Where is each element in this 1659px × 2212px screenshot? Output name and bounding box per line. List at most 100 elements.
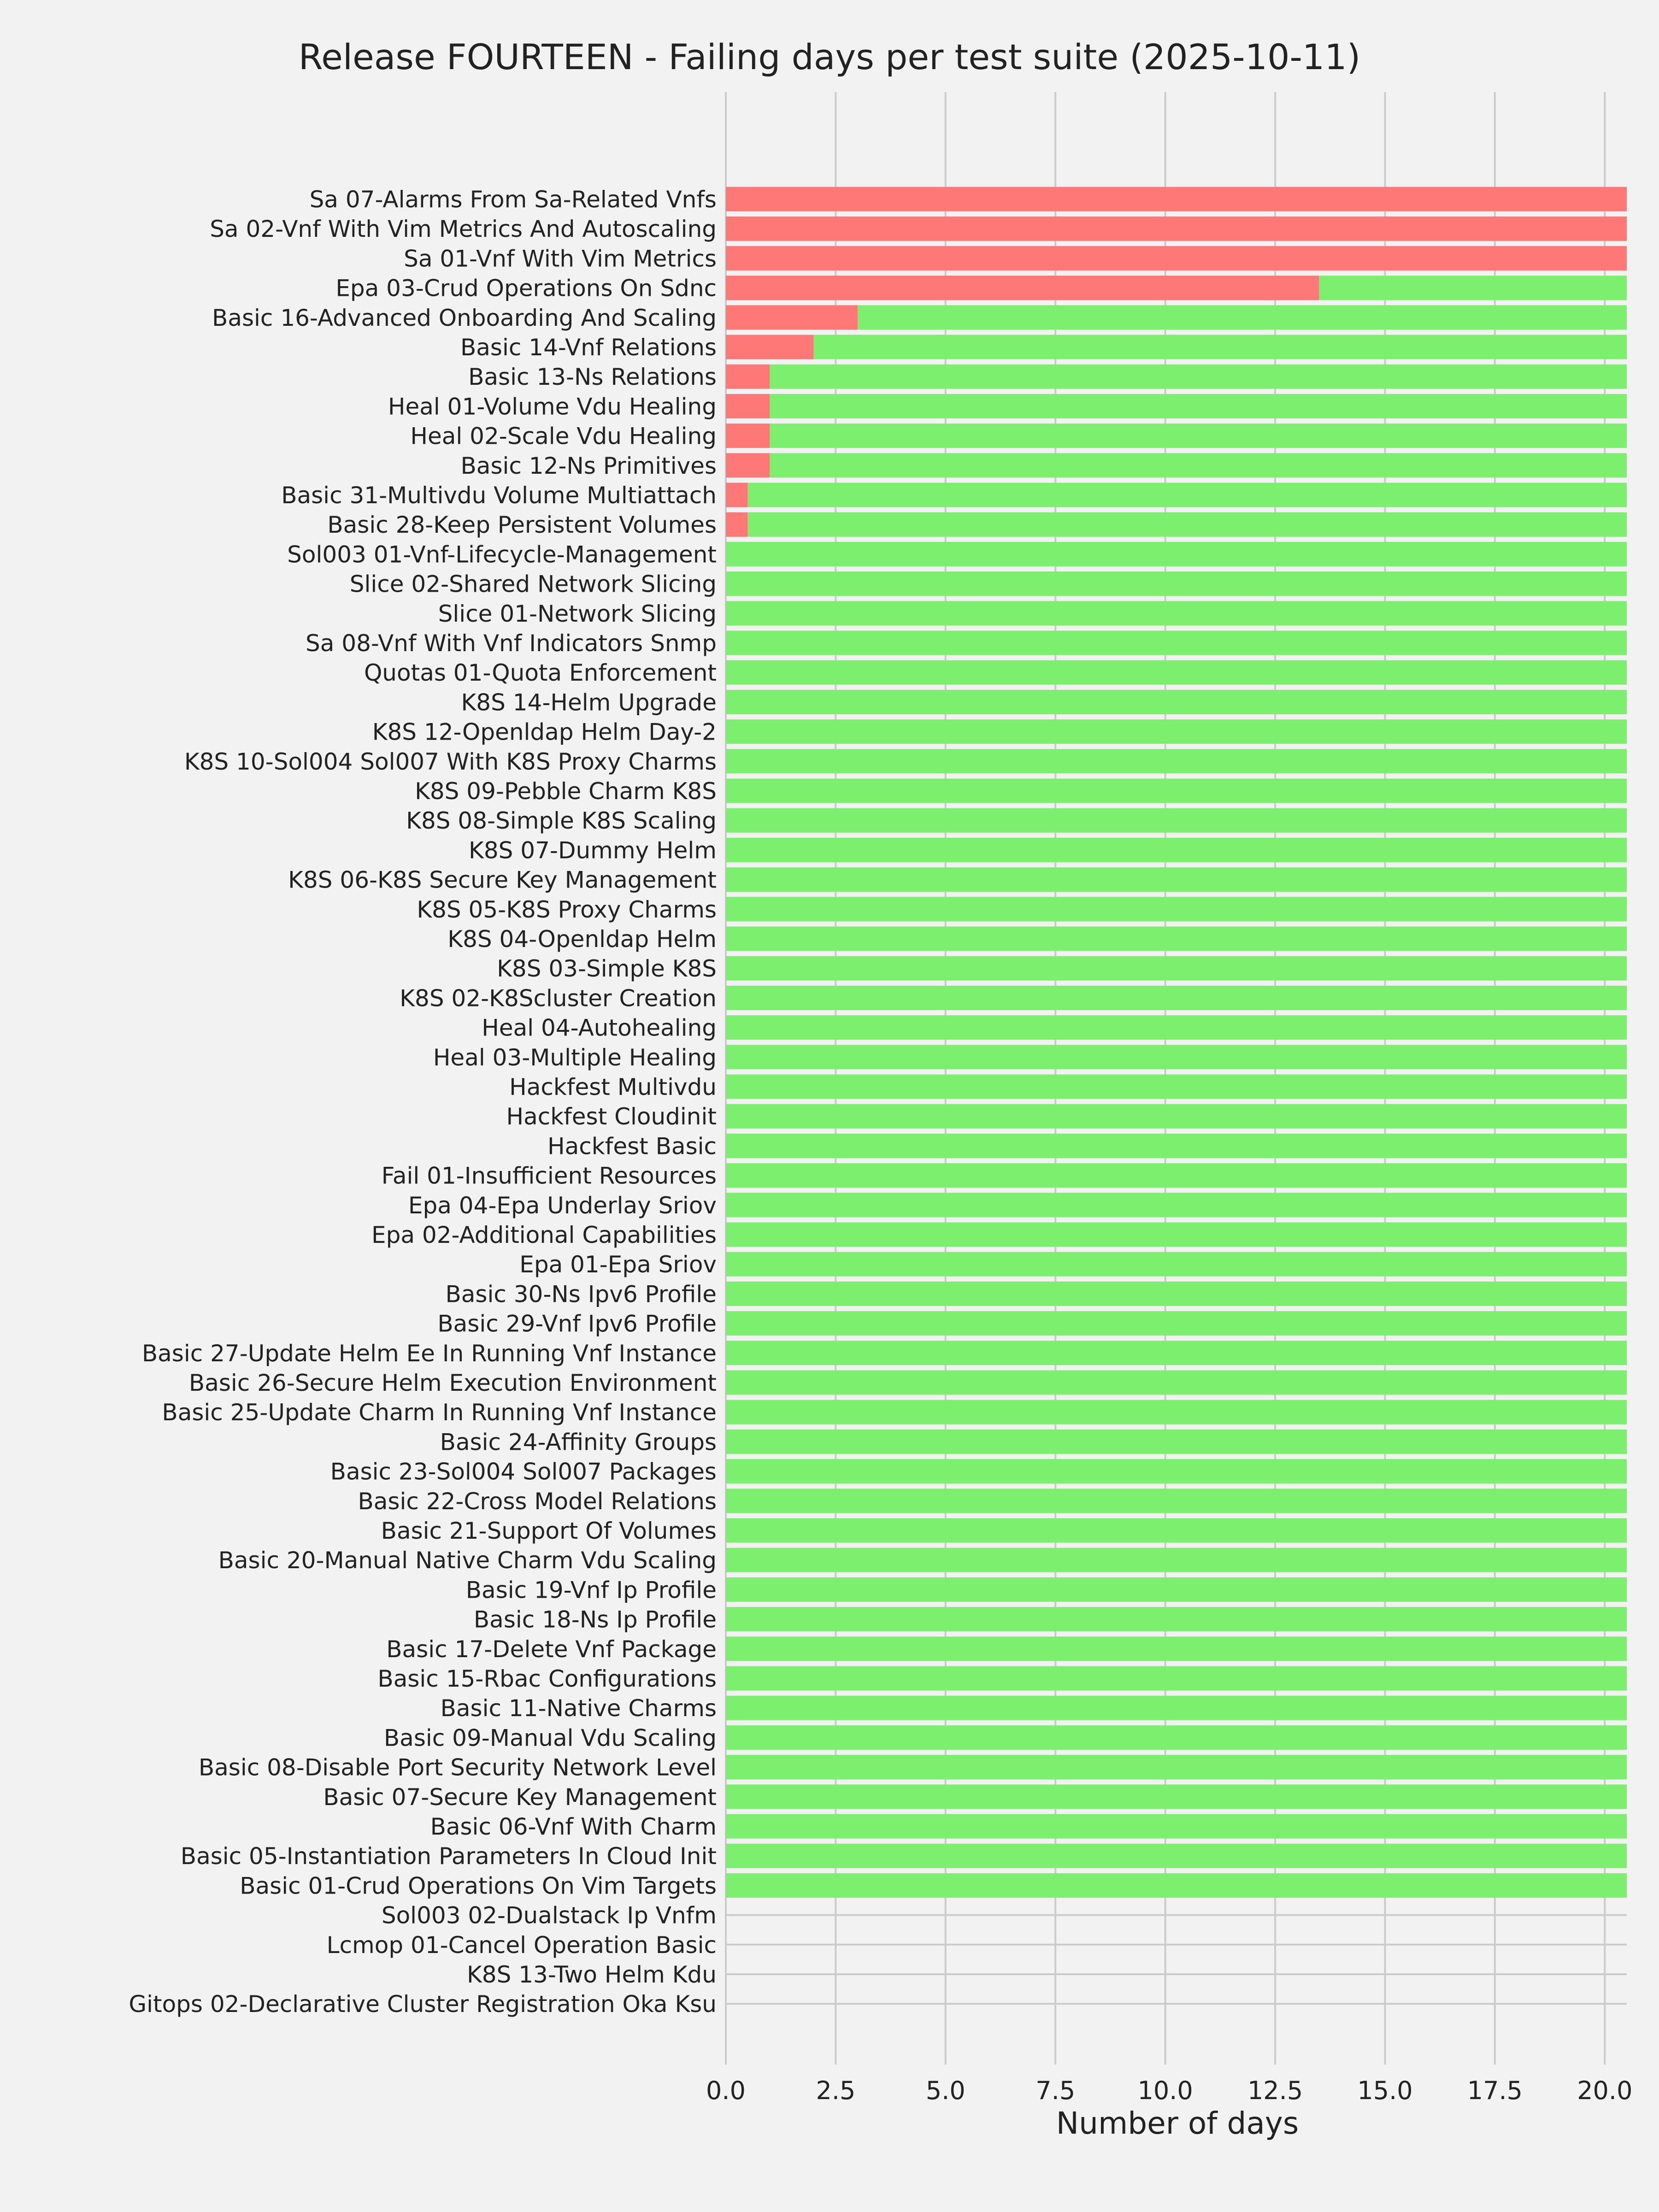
bar-pass-basic-15-rbac-configurations (726, 1666, 1627, 1691)
bar-fail-basic-28-keep-persistent-volumes (726, 512, 748, 537)
bar-pass-hackfest-multivdu (726, 1074, 1627, 1099)
x-tick-label: 2.5 (816, 2076, 855, 2105)
bar-pass-epa-02-additional-capabilities (726, 1222, 1627, 1247)
y-tick-label: Basic 18-Ns Ip Profile (474, 1606, 717, 1633)
y-tick-label: Basic 30-Ns Ipv6 Profile (445, 1281, 717, 1307)
y-tick-labels: Sa 07-Alarms From Sa-Related Vnfs Sa 02-V… (129, 186, 717, 2018)
bar-pass-heal-04-autohealing (726, 1015, 1627, 1040)
bar-pass-basic-21-support-of-volumes (726, 1518, 1627, 1543)
y-tick-label: Heal 03-Multiple Healing (433, 1044, 717, 1071)
x-tick-label: 10.0 (1138, 2076, 1193, 2105)
x-tick-label: 0.0 (706, 2076, 746, 2105)
y-tick-label: K8S 06-K8S Secure Key Management (288, 867, 717, 894)
bar-pass-basic-08-disable-port-security-network-level (726, 1755, 1627, 1780)
chart-title: Release FOURTEEN - Failing days per test… (299, 36, 1360, 77)
bar-fail-basic-14-vnf-relations (726, 335, 814, 359)
bar-pass-sol003-01-vnf-lifecycle-management (726, 541, 1627, 566)
x-tick-label: 12.5 (1247, 2076, 1303, 2105)
y-tick-label: K8S 05-K8S Proxy Charms (417, 896, 717, 923)
bar-pass-basic-13-ns-relations (770, 364, 1627, 389)
bar-pass-hackfest-basic (726, 1133, 1627, 1158)
bar-pass-basic-18-ns-ip-profile (726, 1607, 1627, 1632)
y-tick-label: Sol003 02-Dualstack Ip Vnfm (382, 1902, 717, 1929)
bar-fail-sa-07-alarms-from-sa-related-vnfs (726, 187, 1627, 212)
y-tick-label: Basic 14-Vnf Relations (460, 334, 717, 361)
bar-pass-basic-26-secure-helm-execution-environment (726, 1370, 1627, 1395)
y-tick-label: Basic 12-Ns Primitives (461, 453, 717, 479)
bar-fail-basic-16-advanced-onboarding-and-scaling (726, 305, 858, 330)
bar-fail-heal-01-volume-vdu-healing (726, 394, 770, 418)
x-tick-label: 7.5 (1035, 2076, 1075, 2105)
y-tick-label: Basic 07-Secure Key Management (323, 1784, 717, 1811)
y-tick-label: Basic 01-Crud Operations On Vim Targets (240, 1872, 717, 1899)
bar-fail-sa-02-vnf-with-vim-metrics-and-autoscaling (726, 216, 1627, 241)
y-tick-label: Basic 22-Cross Model Relations (358, 1488, 717, 1515)
y-tick-label: K8S 07-Dummy Helm (469, 837, 717, 864)
bar-pass-k8s-14-helm-upgrade (726, 689, 1627, 714)
y-tick-label: Basic 29-Vnf Ipv6 Profile (437, 1311, 717, 1337)
bar-pass-k8s-10-sol004-sol007-with-k8s-proxy-charms (726, 749, 1627, 774)
bar-fail-heal-02-scale-vdu-healing (726, 424, 770, 448)
bar-pass-basic-12-ns-primitives (770, 453, 1627, 478)
bar-pass-basic-07-secure-key-management (726, 1784, 1627, 1809)
bar-fail-sa-01-vnf-with-vim-metrics (726, 246, 1627, 271)
y-tick-label: Basic 25-Update Charm In Running Vnf Ins… (162, 1399, 717, 1426)
y-tick-label: Basic 31-Multivdu Volume Multiattach (281, 482, 717, 509)
bar-pass-k8s-06-k8s-secure-key-management (726, 867, 1627, 892)
y-tick-label: Sol003 01-Vnf-Lifecycle-Management (287, 541, 717, 568)
x-axis-label: Number of days (1056, 2106, 1299, 2141)
y-tick-label: Hackfest Multivdu (509, 1074, 717, 1100)
y-tick-label: Basic 23-Sol004 Sol007 Packages (330, 1459, 717, 1485)
bar-fail-basic-12-ns-primitives (726, 453, 770, 478)
bar-pass-basic-09-manual-vdu-scaling (726, 1725, 1627, 1750)
bar-pass-heal-02-scale-vdu-healing (770, 424, 1627, 448)
y-tick-label: Quotas 01-Quota Enforcement (364, 659, 717, 686)
bar-pass-basic-11-native-charms (726, 1695, 1627, 1720)
bar-pass-k8s-08-simple-k8s-scaling (726, 808, 1627, 833)
bar-pass-basic-27-update-helm-ee-in-running-vnf-instance (726, 1341, 1627, 1365)
bars (726, 187, 1627, 1898)
bar-pass-fail-01-insufficient-resources (726, 1163, 1627, 1188)
y-tick-label: Gitops 02-Declarative Cluster Registrati… (129, 1991, 717, 2018)
bar-pass-epa-04-epa-underlay-sriov (726, 1193, 1627, 1218)
y-tick-label: K8S 08-Simple K8S Scaling (406, 807, 717, 834)
bar-pass-basic-14-vnf-relations (813, 335, 1627, 359)
bar-pass-k8s-02-k8scluster-creation (726, 985, 1627, 1010)
x-tick-label: 5.0 (926, 2076, 965, 2105)
y-tick-label: Slice 01-Network Slicing (438, 600, 717, 627)
y-tick-label: Sa 01-Vnf With Vim Metrics (404, 245, 717, 272)
bar-pass-basic-01-crud-operations-on-vim-targets (726, 1873, 1627, 1898)
bar-pass-basic-06-vnf-with-charm (726, 1814, 1627, 1839)
bar-pass-epa-03-crud-operations-on-sdnc (1319, 276, 1627, 300)
y-tick-label: K8S 04-Openldap Helm (447, 926, 717, 953)
bar-pass-basic-17-delete-vnf-package (726, 1636, 1627, 1661)
y-tick-label: Basic 16-Advanced Onboarding And Scaling (212, 305, 717, 331)
y-tick-label: Epa 03-Crud Operations On Sdnc (335, 275, 717, 302)
y-tick-label: Basic 06-Vnf With Charm (430, 1813, 717, 1840)
bar-pass-basic-19-vnf-ip-profile (726, 1577, 1627, 1602)
y-tick-label: Sa 02-Vnf With Vim Metrics And Autoscali… (210, 216, 717, 242)
y-tick-label: K8S 10-Sol004 Sol007 With K8S Proxy Char… (184, 748, 717, 775)
y-tick-label: Epa 01-Epa Sriov (519, 1251, 717, 1278)
y-tick-label: K8S 13-Two Helm Kdu (467, 1961, 717, 1988)
y-tick-label: K8S 09-Pebble Charm K8S (415, 778, 717, 805)
y-tick-label: K8S 14-Helm Upgrade (461, 689, 717, 716)
y-tick-label: Basic 20-Manual Native Charm Vdu Scaling (218, 1547, 717, 1574)
bar-pass-basic-20-manual-native-charm-vdu-scaling (726, 1547, 1627, 1572)
y-tick-label: Fail 01-Insufficient Resources (382, 1163, 717, 1189)
y-tick-label: Basic 19-Vnf Ip Profile (466, 1577, 717, 1603)
y-tick-label: Basic 09-Manual Vdu Scaling (384, 1724, 717, 1751)
bar-pass-heal-01-volume-vdu-healing (770, 394, 1627, 418)
y-tick-label: Basic 17-Delete Vnf Package (386, 1636, 717, 1663)
y-tick-label: Basic 27-Update Helm Ee In Running Vnf I… (142, 1340, 717, 1367)
bar-pass-basic-23-sol004-sol007-packages (726, 1459, 1627, 1484)
bar-fail-basic-31-multivdu-volume-multiattach (726, 482, 748, 507)
y-tick-label: Basic 05-Instantiation Parameters In Clo… (181, 1843, 717, 1870)
bar-pass-sa-08-vnf-with-vnf-indicators-snmp (726, 630, 1627, 655)
bar-fail-epa-03-crud-operations-on-sdnc (726, 276, 1319, 300)
y-tick-label: Lcmop 01-Cancel Operation Basic (327, 1932, 717, 1959)
y-tick-label: Hackfest Cloudinit (506, 1103, 717, 1130)
y-tick-label: Slice 02-Shared Network Slicing (350, 571, 717, 598)
